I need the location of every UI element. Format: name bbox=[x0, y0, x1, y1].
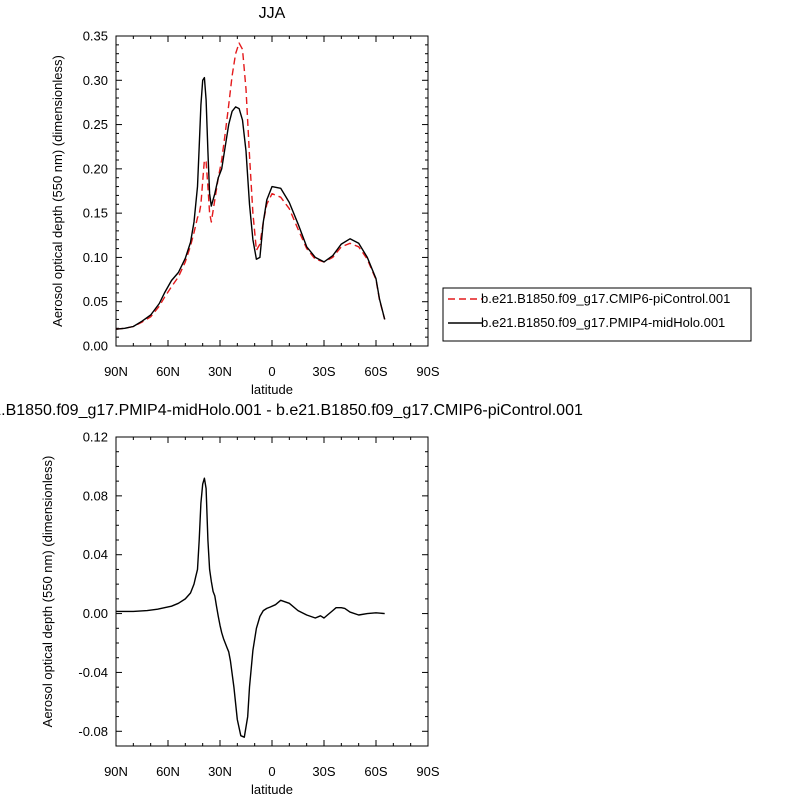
y-tick-label: 0.15 bbox=[83, 206, 108, 221]
chart-title: b.e21.B1850.f09_g17.PMIP4-midHolo.001 - … bbox=[0, 402, 583, 419]
x-axis-label: latitude bbox=[251, 782, 293, 797]
x-tick-label: 30S bbox=[312, 364, 335, 379]
x-tick-label: 30S bbox=[312, 764, 335, 779]
x-tick-label: 30N bbox=[208, 364, 232, 379]
y-tick-label: 0.25 bbox=[83, 117, 108, 132]
y-tick-label: 0.30 bbox=[83, 73, 108, 88]
x-tick-label: 60N bbox=[156, 764, 180, 779]
y-tick-label: 0.00 bbox=[83, 339, 108, 354]
top-panel: 90N 60N 30N 0 30S 60S 90S 0.00 0.05 0.10 0.15 0.20 0… bbox=[50, 5, 752, 397]
x-tick-label: 0 bbox=[268, 764, 275, 779]
x-tick-label: 60S bbox=[364, 364, 387, 379]
x-tick-label: 30N bbox=[208, 764, 232, 779]
series-line-difference bbox=[116, 477, 385, 738]
x-tick-label: 0 bbox=[268, 364, 275, 379]
y-tick-label: 0.04 bbox=[83, 547, 108, 562]
x-tick-label: 60S bbox=[364, 764, 387, 779]
series-line-midholo bbox=[115, 76, 386, 330]
y-tick-label: 0.20 bbox=[83, 161, 108, 176]
y-tick-label: 0.12 bbox=[83, 430, 108, 445]
y-tick-label: -0.08 bbox=[78, 724, 108, 739]
y-tick-label: 0.08 bbox=[83, 488, 108, 503]
legend-entry: b.e21.B1850.f09_g17.CMIP6-piControl.001 bbox=[481, 291, 730, 306]
plot-frame bbox=[115, 436, 429, 747]
series-line-picontrol bbox=[115, 42, 386, 330]
y-tick-label: 0.05 bbox=[83, 294, 108, 309]
x-tick-label: 90N bbox=[104, 764, 128, 779]
bottom-panel: 90N 60N 30N 0 30S 60S 90S -0.08 -0.04 0.00 0.04 0.0… bbox=[0, 402, 583, 797]
chart-title: JJA bbox=[259, 5, 286, 22]
x-tick-label: 90N bbox=[104, 364, 128, 379]
y-axis-label: Aerosol optical depth (550 nm) (dimensio… bbox=[40, 456, 55, 728]
legend-box bbox=[442, 287, 752, 342]
y-axis-label: Aerosol optical depth (550 nm) (dimensio… bbox=[50, 55, 65, 327]
y-tick-label: -0.04 bbox=[78, 665, 108, 680]
x-tick-label: 60N bbox=[156, 364, 180, 379]
x-tick-label: 90S bbox=[416, 764, 439, 779]
y-tick-label: 0.10 bbox=[83, 250, 108, 265]
legend-entry: b.e21.B1850.f09_g17.PMIP4-midHolo.001 bbox=[481, 315, 725, 330]
x-tick-label: 90S bbox=[416, 364, 439, 379]
y-tick-label: 0.00 bbox=[83, 606, 108, 621]
legend: b.e21.B1850.f09_g17.CMIP6-piControl.001b… bbox=[442, 287, 752, 342]
y-tick-label: 0.35 bbox=[83, 29, 108, 44]
x-axis-label: latitude bbox=[251, 382, 293, 397]
